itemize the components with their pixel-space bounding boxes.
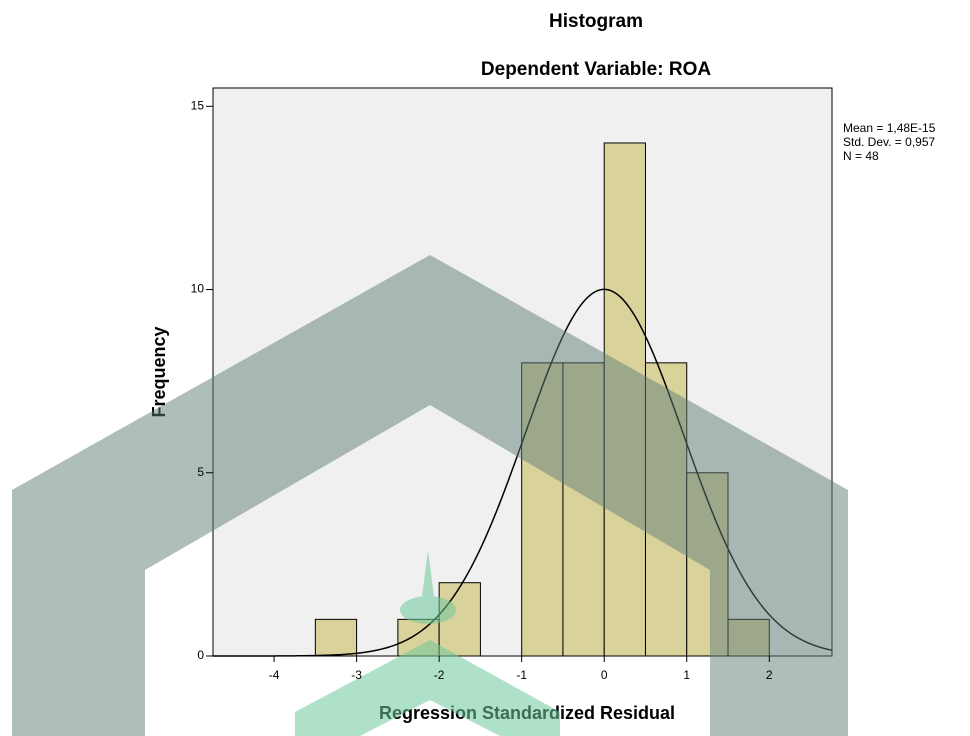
bar: [315, 619, 356, 656]
y-tick-label: 0: [197, 648, 204, 662]
chart-title: Histogram: [549, 11, 643, 32]
x-tick-label: 1: [683, 668, 690, 682]
stat-label: N = 48: [843, 149, 879, 163]
chart: Histogram Dependent Variable: ROA Regres…: [0, 0, 970, 736]
x-tick-label: -2: [434, 668, 445, 682]
y-axis-title: Frequency: [149, 326, 169, 417]
bar: [645, 363, 686, 656]
bar: [398, 619, 439, 656]
stat-label: Mean = 1,48E-15: [843, 121, 936, 135]
bar: [439, 583, 480, 656]
y-tick-label: 10: [191, 282, 205, 296]
x-tick-label: 0: [601, 668, 608, 682]
x-tick-label: -1: [516, 668, 527, 682]
x-tick-label: -4: [269, 668, 280, 682]
bar: [728, 619, 769, 656]
x-axis-title: Regression Standardized Residual: [379, 703, 675, 723]
stat-label: Std. Dev. = 0,957: [843, 135, 935, 149]
bar: [563, 363, 604, 656]
x-tick-label: 2: [766, 668, 773, 682]
x-tick-label: -3: [351, 668, 362, 682]
y-tick-label: 5: [197, 465, 204, 479]
y-tick-label: 15: [191, 98, 205, 112]
bar: [604, 143, 645, 656]
chart-subtitle: Dependent Variable: ROA: [481, 59, 711, 80]
bar: [522, 363, 563, 656]
